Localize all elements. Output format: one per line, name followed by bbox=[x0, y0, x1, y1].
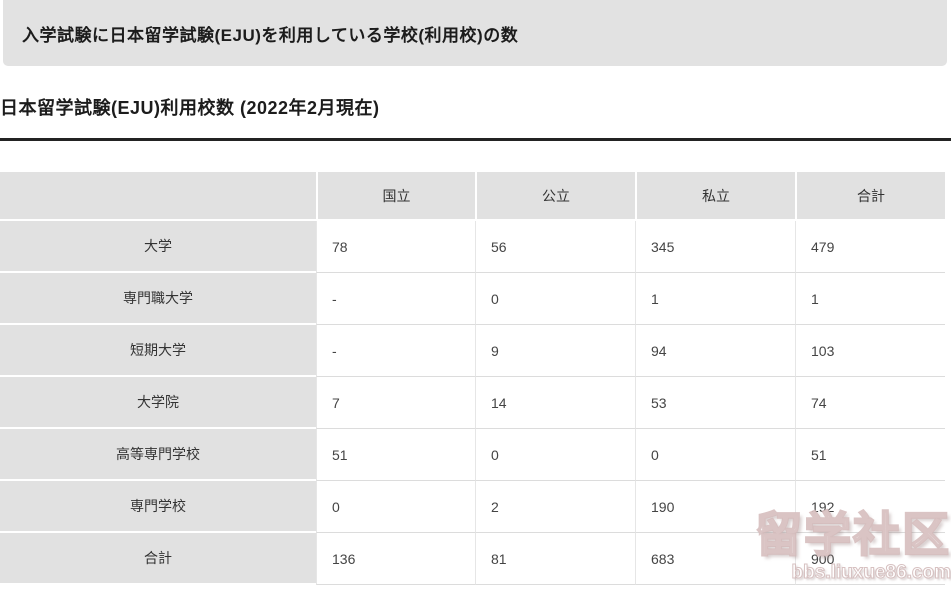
data-cell: 190 bbox=[635, 481, 795, 533]
data-cell: 53 bbox=[635, 377, 795, 429]
data-cell: 0 bbox=[475, 429, 635, 481]
data-cell: 0 bbox=[475, 273, 635, 325]
data-cell: 7 bbox=[316, 377, 475, 429]
data-cell: 2 bbox=[475, 481, 635, 533]
data-cell: 56 bbox=[475, 221, 635, 273]
column-header-kokuritsu: 国立 bbox=[316, 172, 475, 221]
data-cell: 683 bbox=[635, 533, 795, 585]
row-label: 専門学校 bbox=[0, 481, 316, 533]
row-label: 大学院 bbox=[0, 377, 316, 429]
data-cell: 345 bbox=[635, 221, 795, 273]
eju-usage-table: 国立 公立 私立 合計 大学 78 56 345 479 専門職大学 - 0 1… bbox=[0, 172, 945, 585]
data-cell: 94 bbox=[635, 325, 795, 377]
row-label: 高等専門学校 bbox=[0, 429, 316, 481]
table-row: 高等専門学校 51 0 0 51 bbox=[0, 429, 945, 481]
data-cell: 479 bbox=[795, 221, 945, 273]
table-row: 専門学校 0 2 190 192 bbox=[0, 481, 945, 533]
row-label: 専門職大学 bbox=[0, 273, 316, 325]
page-title-banner: 入学試験に日本留学試験(EJU)を利用している学校(利用校)の数 bbox=[3, 0, 947, 66]
data-cell: 192 bbox=[795, 481, 945, 533]
data-cell: 14 bbox=[475, 377, 635, 429]
horizontal-divider bbox=[0, 138, 951, 141]
data-cell: 81 bbox=[475, 533, 635, 585]
row-label: 合計 bbox=[0, 533, 316, 585]
column-header-shiritsu: 私立 bbox=[635, 172, 795, 221]
data-cell: 0 bbox=[316, 481, 475, 533]
row-label: 大学 bbox=[0, 221, 316, 273]
data-cell: 74 bbox=[795, 377, 945, 429]
data-cell: 1 bbox=[635, 273, 795, 325]
table-header-row: 国立 公立 私立 合計 bbox=[0, 172, 945, 221]
data-cell: 900 bbox=[795, 533, 945, 585]
table-row: 専門職大学 - 0 1 1 bbox=[0, 273, 945, 325]
data-cell: 51 bbox=[316, 429, 475, 481]
data-cell: - bbox=[316, 273, 475, 325]
data-cell: 103 bbox=[795, 325, 945, 377]
corner-cell bbox=[0, 172, 316, 221]
data-cell: 9 bbox=[475, 325, 635, 377]
column-header-gokei: 合計 bbox=[795, 172, 945, 221]
page-title: 入学試験に日本留学試験(EJU)を利用している学校(利用校)の数 bbox=[22, 25, 519, 45]
data-cell: 51 bbox=[795, 429, 945, 481]
table-row: 大学院 7 14 53 74 bbox=[0, 377, 945, 429]
table-caption: 日本留学試験(EJU)利用校数 (2022年2月現在) bbox=[0, 98, 380, 118]
data-cell: 0 bbox=[635, 429, 795, 481]
data-cell: 78 bbox=[316, 221, 475, 273]
table-row: 短期大学 - 9 94 103 bbox=[0, 325, 945, 377]
data-cell: 1 bbox=[795, 273, 945, 325]
data-cell: 136 bbox=[316, 533, 475, 585]
data-cell: - bbox=[316, 325, 475, 377]
row-label: 短期大学 bbox=[0, 325, 316, 377]
table-row-total: 合計 136 81 683 900 bbox=[0, 533, 945, 585]
column-header-koritsu: 公立 bbox=[475, 172, 635, 221]
table-row: 大学 78 56 345 479 bbox=[0, 221, 945, 273]
